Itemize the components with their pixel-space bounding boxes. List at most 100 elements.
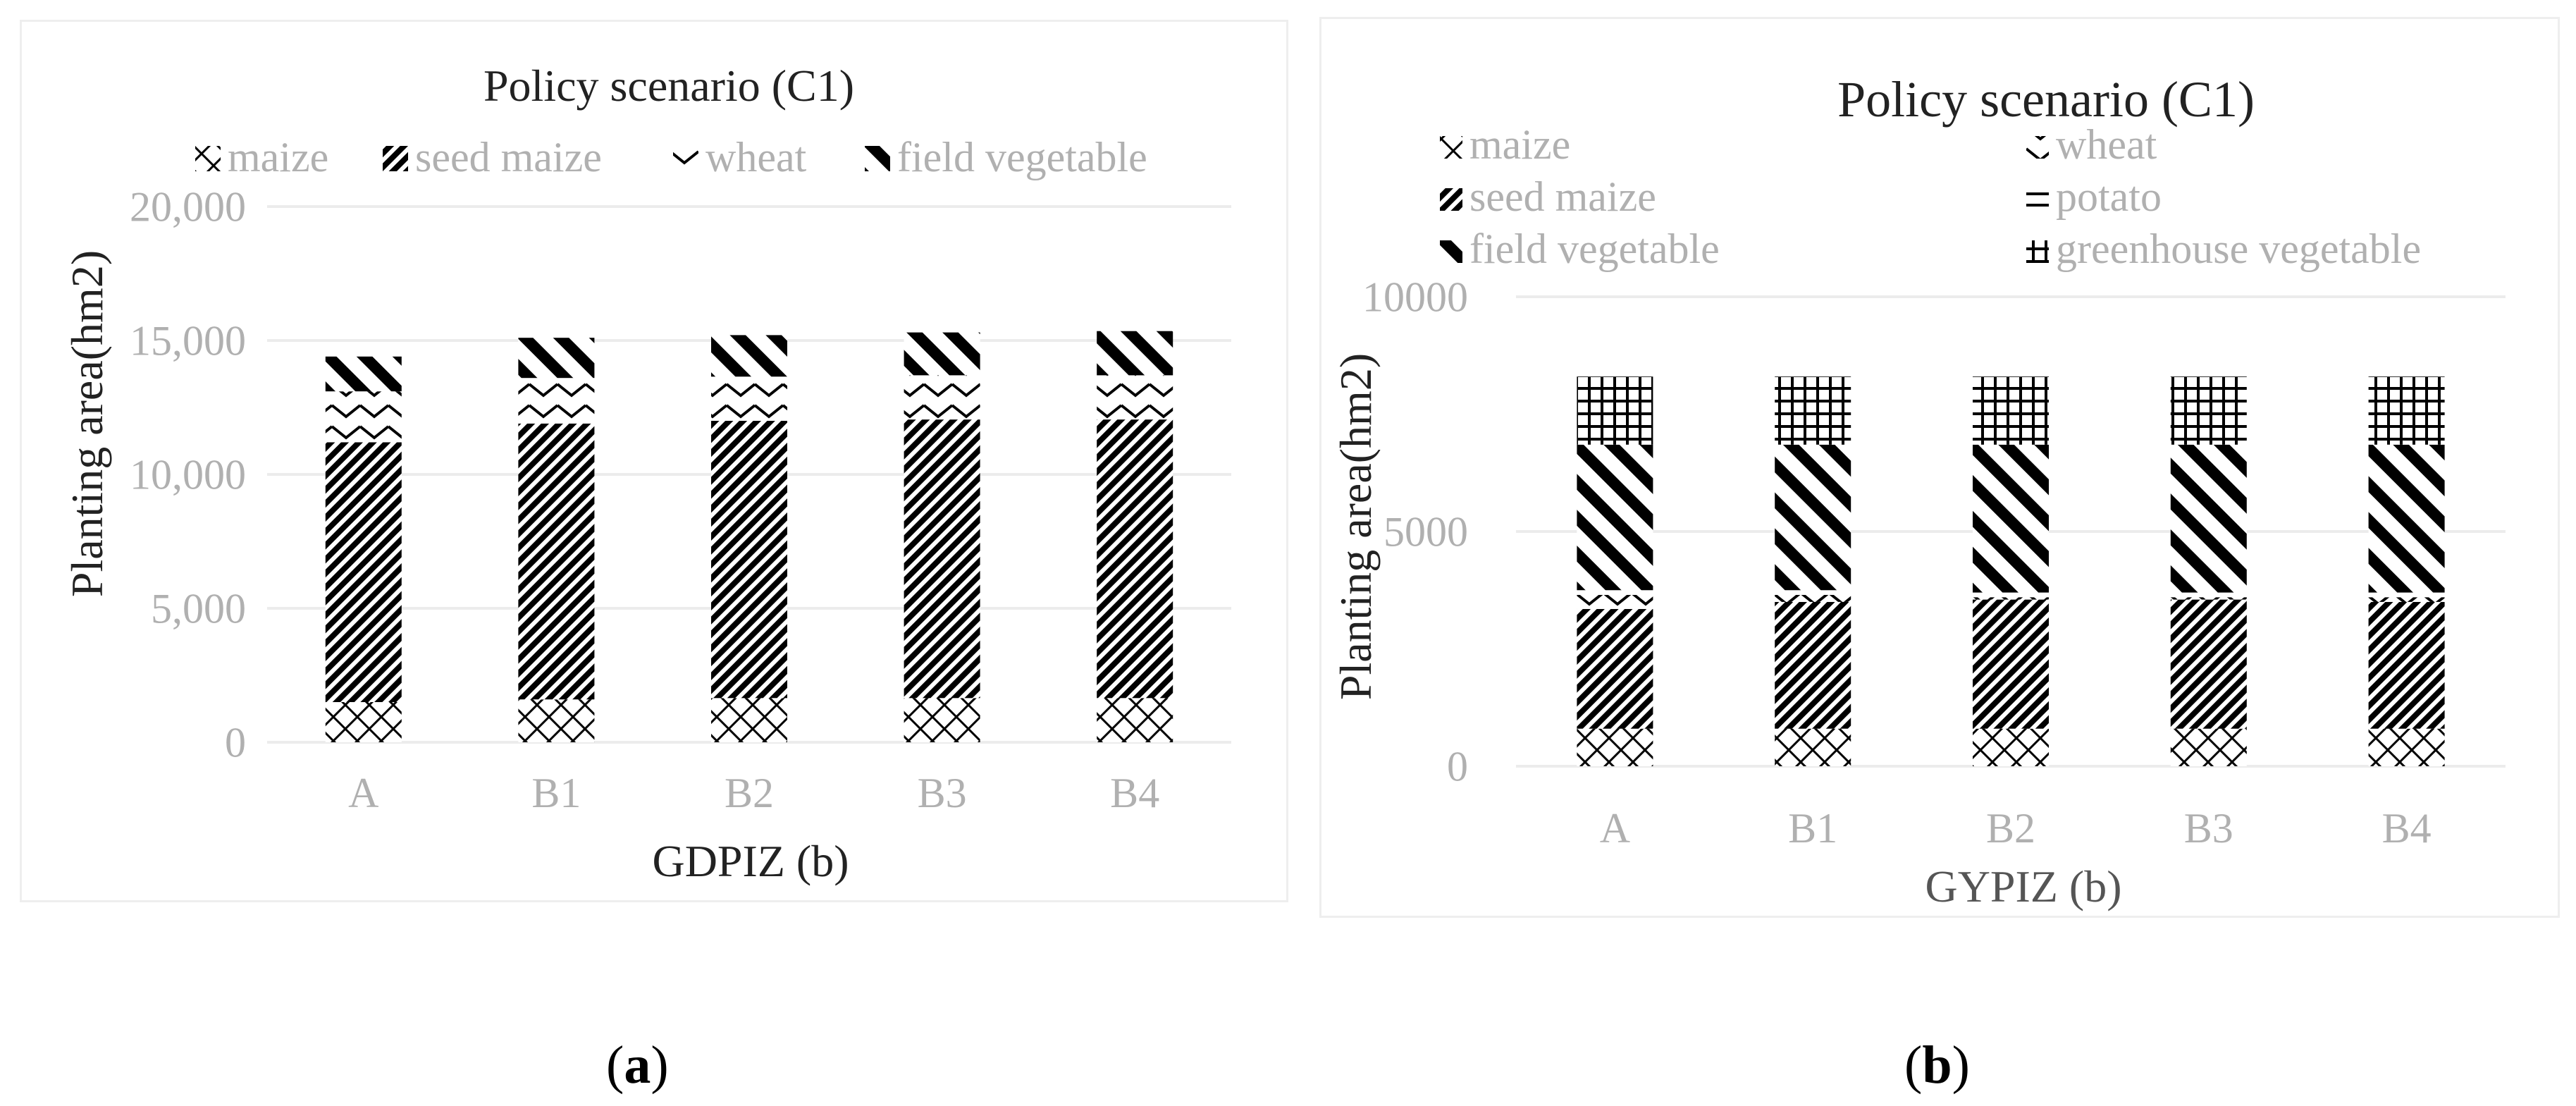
legend-label-maize: maize — [228, 134, 328, 180]
x-tick-label: B1 — [1788, 805, 1837, 852]
y-tick-label: 15,000 — [130, 317, 246, 364]
bar-maize-b4 — [1097, 698, 1173, 742]
chart-a-svg: Policy scenario (C1) 0 5,000 10,000 15,000 20… — [62, 61, 1231, 886]
bar-seed-maize-b1 — [1775, 601, 1851, 729]
bar-field-vegetable-b3 — [904, 332, 980, 376]
x-tick-label: A — [1600, 805, 1630, 852]
legend-swatch-field-vegetable — [1440, 240, 1462, 263]
bar-greenhouse-vegetable-a — [1577, 376, 1653, 445]
bar-seed-maize-b4 — [2368, 601, 2445, 729]
x-tick-label: A — [348, 770, 378, 816]
bar-wheat-b4 — [1097, 375, 1173, 420]
legend-label-potato: potato — [2056, 173, 2162, 220]
legend-swatch-wheat — [673, 146, 698, 171]
bar-wheat-b3 — [904, 375, 980, 420]
bar-field-vegetable-a — [325, 356, 402, 392]
bar-maize-b1 — [1775, 728, 1851, 766]
y-tick-label: 0 — [225, 719, 246, 766]
bar-wheat-b1 — [518, 378, 595, 424]
bar-maize-b2 — [711, 698, 787, 742]
legend-swatch-maize — [1440, 136, 1462, 159]
y-axis-title: Planting area(hm2) — [62, 250, 112, 597]
bar-seed-maize-b3 — [904, 419, 980, 699]
bar-maize-b1 — [518, 699, 595, 742]
bar-maize-b2 — [1973, 728, 2049, 766]
legend-label-field-vegetable: field vegetable — [1469, 226, 1720, 272]
bar-field-vegetable-b1 — [518, 338, 595, 379]
legend-label-seed-maize: seed maize — [415, 134, 602, 180]
y-tick-label: 20,000 — [130, 183, 246, 230]
bar-field-vegetable-b3 — [2170, 444, 2247, 593]
bar-greenhouse-vegetable-b4 — [2368, 376, 2445, 445]
chart-title: Policy scenario (C1) — [1837, 71, 2255, 128]
y-tick-label: 10,000 — [130, 451, 246, 498]
legend-swatch-wheat — [2026, 136, 2049, 159]
bar-greenhouse-vegetable-b3 — [2170, 376, 2247, 445]
bar-potato-b4 — [2368, 592, 2445, 598]
bar-seed-maize-a — [1577, 608, 1653, 729]
legend-swatch-greenhouse-vegetable — [2026, 240, 2049, 263]
bar-seed-maize-b1 — [518, 423, 595, 700]
bar-field-vegetable-b1 — [1775, 444, 1851, 591]
bar-wheat-b2 — [711, 376, 787, 421]
x-axis-title: GYPIZ (b) — [1925, 861, 2121, 911]
bar-seed-maize-b3 — [2170, 599, 2247, 729]
bar-maize-b3 — [2170, 728, 2247, 766]
bar-maize-b3 — [904, 698, 980, 742]
bar-maize-a — [1577, 728, 1653, 766]
bar-potato-b2 — [1973, 592, 2049, 598]
bar-wheat-b1 — [1775, 594, 1851, 602]
bar-wheat-a — [325, 391, 402, 443]
bar-field-vegetable-b2 — [1973, 444, 2049, 593]
legend-label-seed-maize: seed maize — [1469, 173, 1656, 220]
legend-label-wheat: wheat — [2056, 121, 2157, 168]
legend-swatch-seed-maize — [1440, 188, 1462, 211]
y-tick-label: 10000 — [1362, 274, 1468, 320]
x-tick-label: B3 — [2184, 805, 2233, 852]
bar-wheat-b4 — [2368, 597, 2445, 602]
x-tick-label: B4 — [1110, 770, 1159, 816]
bar-field-vegetable-b4 — [2368, 444, 2445, 593]
bar-greenhouse-vegetable-b1 — [1775, 376, 1851, 445]
sublabel-a: (a) — [606, 1036, 669, 1095]
legend-label-maize: maize — [1469, 121, 1570, 168]
bar-seed-maize-b2 — [711, 421, 787, 699]
x-tick-label: B4 — [2382, 805, 2432, 852]
bar-maize-b4 — [2368, 728, 2445, 766]
y-tick-label: 5000 — [1383, 508, 1468, 555]
legend-label-wheat: wheat — [705, 134, 807, 180]
x-tick-label: B2 — [725, 770, 774, 816]
bar-field-vegetable-b4 — [1097, 331, 1173, 376]
bar-seed-maize-a — [325, 442, 402, 702]
chart-panel-a: Policy scenario (C1) 0 5,000 10,000 15,000 20… — [20, 20, 1288, 902]
bar-field-vegetable-b2 — [711, 335, 787, 377]
bar-field-vegetable-a — [1577, 444, 1653, 591]
bar-wheat-b3 — [2170, 597, 2247, 600]
legend-label-field-vegetable: field vegetable — [897, 134, 1147, 180]
legend-swatch-seed-maize — [383, 146, 408, 171]
bar-seed-maize-b2 — [1973, 599, 2049, 729]
bar-potato-b3 — [2170, 592, 2247, 598]
bar-wheat-a — [1577, 594, 1653, 609]
chart-b-svg: Policy scenario (C1) 0 5000 10000 A B1 B2 B3 B4 G… — [1331, 71, 2506, 911]
legend-swatch-field-vegetable — [865, 146, 890, 171]
bar-greenhouse-vegetable-b2 — [1973, 376, 2049, 445]
legend-swatch-potato — [2026, 188, 2049, 211]
bar-potato-a — [1577, 590, 1653, 595]
y-tick-label: 5,000 — [151, 585, 246, 632]
y-tick-label: 0 — [1447, 743, 1468, 789]
bar-maize-a — [325, 702, 402, 742]
bar-seed-maize-b4 — [1097, 419, 1173, 699]
x-axis-title: GDPIZ (b) — [652, 836, 849, 886]
legend-label-greenhouse-vegetable: greenhouse vegetable — [2056, 226, 2421, 272]
chart-panel-b: Policy scenario (C1) 0 5000 10000 A B1 B2 B3 B4 G… — [1319, 17, 2560, 918]
bar-potato-b1 — [1775, 590, 1851, 595]
x-tick-label: B1 — [531, 770, 581, 816]
sublabel-b: (b) — [1904, 1036, 1970, 1095]
chart-title: Policy scenario (C1) — [483, 61, 854, 111]
y-axis-title: Planting area(hm2) — [1331, 353, 1381, 700]
legend-swatch-maize — [195, 146, 221, 171]
x-tick-label: B2 — [1986, 805, 2035, 852]
x-tick-label: B3 — [918, 770, 967, 816]
bar-wheat-b2 — [1973, 597, 2049, 600]
